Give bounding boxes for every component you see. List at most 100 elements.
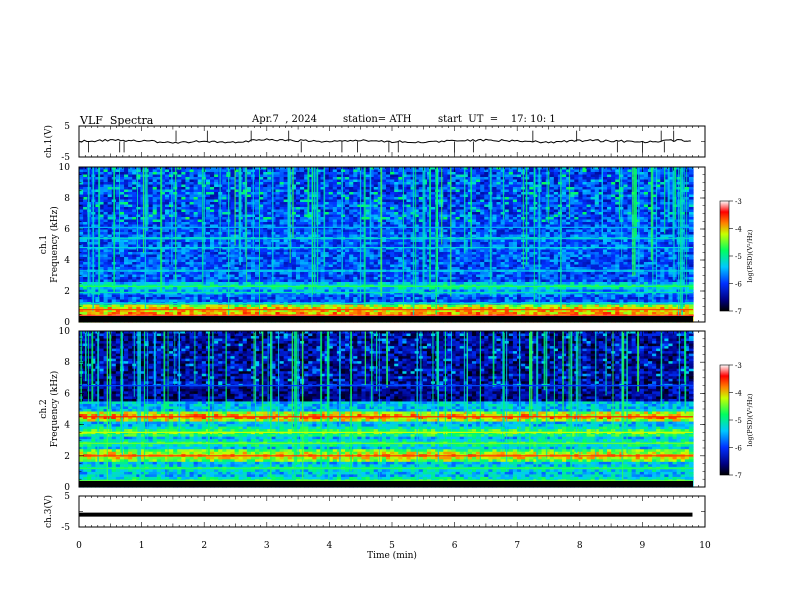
spectrogram-cell <box>553 167 559 171</box>
spectrogram-cell <box>545 169 551 173</box>
spectrogram-cell <box>566 172 571 176</box>
spectrogram-cell <box>455 199 461 203</box>
spectrogram-cell <box>570 204 575 208</box>
spectrogram-cell <box>684 182 690 186</box>
spectrogram-cell <box>602 174 608 178</box>
spectrogram-cell <box>381 192 387 196</box>
spectrogram-cell <box>447 179 453 183</box>
spectrogram-cell <box>271 194 277 198</box>
date-label: Apr.7 , 2024 <box>252 114 318 125</box>
spectrogram-cell <box>463 202 469 206</box>
spectrogram-cell <box>324 199 330 203</box>
spectrogram-cell <box>684 202 690 206</box>
spectrogram-cell <box>365 204 371 208</box>
spectrogram-cell <box>660 172 665 176</box>
spectrogram-cell <box>386 202 391 206</box>
spectrogram-cell <box>643 177 649 181</box>
spectrogram-cell <box>263 192 268 196</box>
spectrogram-cell <box>115 202 121 206</box>
spectrogram-cell <box>79 197 84 201</box>
spectrogram-cell <box>353 189 358 193</box>
spectrogram-cell <box>598 194 604 198</box>
spectrogram-cell <box>602 197 608 201</box>
spectrogram-cell <box>418 167 424 171</box>
spectrogram-cell <box>140 204 146 208</box>
spectrogram-cell <box>87 174 92 178</box>
spectrogram-cell <box>271 197 277 201</box>
spectrogram-cell <box>377 204 383 208</box>
spectrogram-cell <box>373 192 379 196</box>
spectrogram-cell <box>308 182 313 186</box>
spectrogram-cell <box>189 172 195 176</box>
spectrogram-cell <box>181 194 187 198</box>
spectrogram-cell <box>615 199 620 203</box>
spectrogram-cell <box>369 167 375 171</box>
spectrogram-cell <box>136 197 141 201</box>
spectrogram-cell <box>124 187 129 191</box>
spectrogram-cell <box>79 182 84 186</box>
spectrogram-cell <box>615 202 620 206</box>
spectrogram-cell <box>255 167 260 171</box>
spectrogram-cell <box>431 194 436 198</box>
spectrogram-cell <box>349 182 354 186</box>
spectrogram-cell <box>193 174 199 178</box>
spectrogram-cell <box>508 189 514 193</box>
spectrogram-cell <box>668 197 674 201</box>
spectrogram-cell <box>529 172 534 176</box>
spectrogram-cell <box>533 197 539 201</box>
spectrogram-cell <box>398 197 403 201</box>
spectrogram-cell <box>214 207 219 211</box>
spectrogram-cell <box>660 192 665 196</box>
spectrogram-cell <box>529 174 534 178</box>
spectrogram-cell <box>316 199 322 203</box>
spectrogram-cell <box>103 172 109 176</box>
spectrogram-cell <box>263 179 268 183</box>
spectrogram-cell <box>386 179 391 183</box>
spectrogram-cell <box>602 167 608 171</box>
spectrogram-cell <box>336 204 342 208</box>
spectrogram-cell <box>214 197 219 201</box>
spectrogram-cell <box>279 169 285 173</box>
spectrogram-cell <box>197 202 203 206</box>
spectrogram-cell <box>377 202 383 206</box>
spectrogram-cell <box>300 192 305 196</box>
spectrogram-cell <box>222 194 227 198</box>
spectrogram-cell <box>345 184 350 188</box>
spectrogram-cell <box>377 194 383 198</box>
spectrogram-cell <box>291 189 297 193</box>
spectrogram-cell <box>283 172 289 176</box>
spectrogram-cell <box>369 169 375 173</box>
spectrogram-cell <box>164 172 170 176</box>
spectrogram-cell <box>353 194 358 198</box>
spectrogram-cell <box>83 179 88 183</box>
spectrogram-cell <box>652 202 657 206</box>
spectrogram-cell <box>295 187 301 191</box>
spectrogram-cell <box>455 192 461 196</box>
spectrogram-cell <box>340 207 346 211</box>
spectrogram-cell <box>611 192 616 196</box>
spectrogram-cell <box>177 192 182 196</box>
spectrogram-cell <box>99 204 105 208</box>
spectrogram-cell <box>635 204 641 208</box>
spectrogram-cell <box>136 174 141 178</box>
spectrogram-cell <box>87 189 92 193</box>
spectrogram-cell <box>390 167 395 171</box>
spectrogram-cell <box>562 169 567 173</box>
spectrogram-cell <box>246 202 252 206</box>
spectrogram-cell <box>484 204 489 208</box>
spectrogram-cell <box>197 179 203 183</box>
spectrogram-cell <box>402 197 408 201</box>
spectrogram-cell <box>562 174 567 178</box>
spectrogram-cell <box>545 192 551 196</box>
spectrogram-cell <box>590 187 596 191</box>
spectrogram-cell <box>324 177 330 181</box>
spectrogram-cell <box>300 172 305 176</box>
spectrogram-cell <box>406 174 412 178</box>
spectrogram-cell <box>271 182 277 186</box>
spectrogram-cell <box>275 189 281 193</box>
spectrogram-cell <box>185 182 191 186</box>
spectrogram-cell <box>480 202 485 206</box>
spectrogram-cell <box>447 202 453 206</box>
spectrogram-cell <box>386 177 391 181</box>
spectrogram-cell <box>562 204 567 208</box>
